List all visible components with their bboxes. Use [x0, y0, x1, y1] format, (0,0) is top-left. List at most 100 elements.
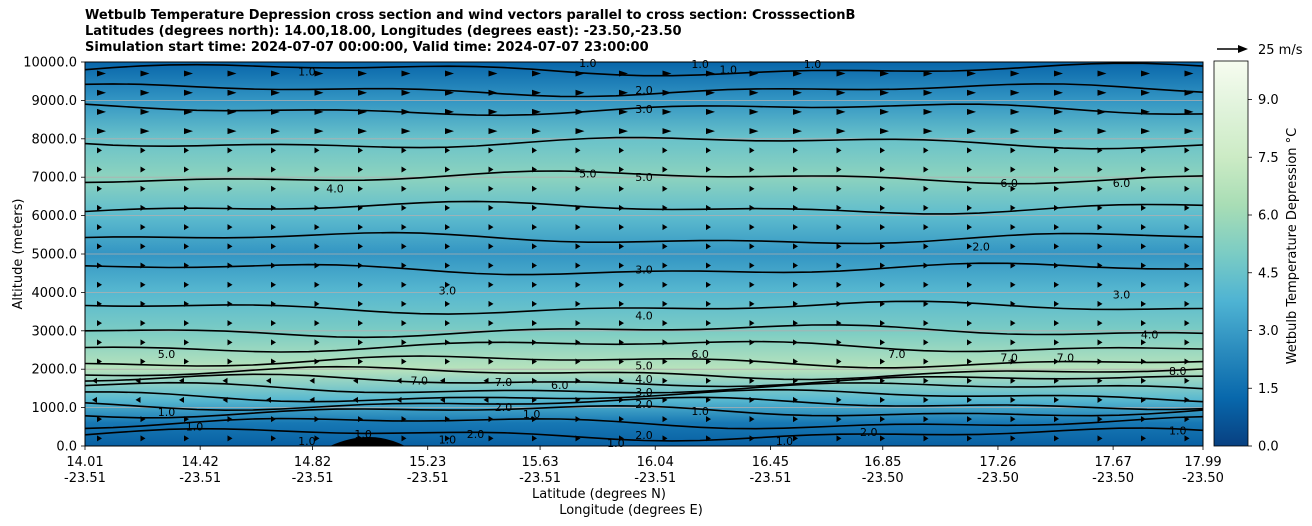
wind-vector [749, 70, 759, 77]
colorbar-fill [1213, 60, 1249, 447]
y-tick-label: 0.0 [56, 440, 77, 455]
wind-vector [1141, 89, 1150, 96]
contour-label: 1.0 [158, 406, 176, 419]
wind-vector [358, 358, 363, 365]
wind-vector [662, 396, 668, 403]
contour-label: 2.0 [635, 84, 653, 97]
wind-vector [836, 89, 846, 96]
wind-vector [749, 89, 759, 96]
x-tick-label-lat: 16.45 [752, 455, 789, 470]
wind-vector [483, 396, 489, 403]
wind-vector [140, 281, 146, 288]
wind-vector [140, 300, 146, 307]
colorbar-label: Wetbulb Temperature Depression °C [1285, 128, 1300, 365]
wind-vector [967, 185, 972, 192]
wind-vector [1097, 108, 1107, 115]
wind-vector [488, 300, 494, 307]
wind-vector [532, 70, 541, 77]
x-tick-label-lat: 17.67 [1095, 455, 1132, 470]
wind-vector [967, 262, 972, 269]
wind-vector [923, 224, 929, 231]
colorbar-tick-label: 3.0 [1258, 324, 1279, 339]
wind-vector [836, 147, 842, 154]
wind-vector [445, 358, 450, 365]
wind-vector [967, 416, 972, 423]
wind-vector [923, 89, 933, 96]
wind-vector [575, 185, 581, 192]
wind-vector [1141, 435, 1146, 442]
wind-vector [401, 339, 407, 346]
wind-vector [227, 416, 233, 423]
wind-vector [706, 70, 715, 77]
wind-vector [140, 339, 146, 346]
x-tick-label-lon: -23.51 [519, 471, 561, 486]
wind-vector [401, 300, 407, 307]
wind-vector [222, 396, 228, 403]
wind-vector [749, 204, 755, 211]
wind-vector [836, 70, 846, 77]
wind-vector [488, 70, 498, 77]
wind-vector [880, 70, 889, 77]
wind-vector [967, 377, 972, 384]
wind-vector [619, 128, 628, 135]
wind-vector [662, 416, 668, 423]
wind-vector [1010, 281, 1016, 288]
wind-vector [401, 358, 407, 365]
wind-vector [1184, 70, 1194, 77]
wind-vector [793, 166, 798, 173]
wind-vector [749, 243, 755, 250]
wind-vector [184, 281, 189, 288]
wind-vector [619, 147, 624, 154]
wind-vector [1097, 435, 1103, 442]
wind-vector [1141, 377, 1146, 384]
wind-vector [1184, 358, 1190, 365]
wind-vector [184, 128, 193, 135]
contour-label: 5.0 [158, 348, 176, 361]
wind-vector [923, 300, 929, 307]
wind-vector [793, 108, 802, 115]
wind-vector [619, 377, 624, 384]
wind-vector [1054, 358, 1059, 365]
wind-vector [662, 108, 672, 115]
wind-vector [271, 89, 280, 96]
contour-label: 2.0 [635, 429, 653, 442]
wind-vector [445, 224, 450, 231]
wind-vector [575, 147, 581, 154]
wind-vector [184, 204, 189, 211]
wind-vector [358, 262, 363, 269]
wind-vector [1054, 70, 1063, 77]
contour-label: 1.0 [607, 437, 625, 450]
wind-vector [227, 204, 233, 211]
y-tick-label: 1000.0 [32, 401, 78, 416]
wind-vector [1141, 339, 1146, 346]
wind-vector [227, 108, 237, 115]
wind-vector [793, 204, 798, 211]
wind-vector [314, 243, 320, 250]
wind-vector [358, 89, 367, 96]
contour-lines [85, 62, 1203, 442]
contour-label: 6.0 [1113, 177, 1131, 190]
contour-label: 3.0 [635, 386, 653, 399]
wind-vector [1054, 262, 1059, 269]
wind-vector [1097, 185, 1103, 192]
wind-vector [967, 320, 972, 327]
x-tick-label-lon: -23.51 [634, 471, 676, 486]
contour-label: 7.0 [1000, 352, 1018, 365]
wind-vector [923, 185, 929, 192]
wind-vector [923, 358, 929, 365]
x-axis-label-lon: Longitude (degrees E) [559, 503, 703, 518]
wind-vector [1054, 339, 1059, 346]
wind-vector [97, 185, 102, 192]
x-axis: 14.01-23.5114.42-23.5114.82-23.5115.23-2… [64, 446, 1224, 486]
wind-vector [532, 320, 537, 327]
wind-vector [271, 204, 276, 211]
wind-vector [575, 128, 585, 135]
colorbar-ticks: 0.0 1.5 3.0 4.5 6.0 7.5 9.0 [1248, 93, 1279, 455]
wind-vector [836, 224, 842, 231]
wind-vector [271, 185, 276, 192]
x-tick-label-lat: 17.26 [979, 455, 1016, 470]
wind-vector [1054, 147, 1059, 154]
wind-vector [967, 358, 972, 365]
wind-vector [1010, 243, 1016, 250]
wind-vector [923, 377, 929, 384]
